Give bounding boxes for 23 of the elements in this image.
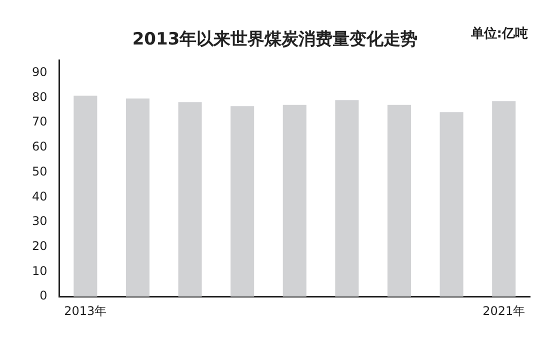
chart-title: 2013年以来世界煤炭消费量变化走势 (132, 30, 418, 50)
bar (282, 104, 306, 297)
bar (492, 101, 516, 297)
bar (126, 98, 150, 297)
y-tick-label: 90 (32, 64, 48, 79)
y-tick-label: 10 (32, 264, 48, 278)
bar (440, 112, 464, 297)
text: 单位:亿吨 (470, 25, 528, 42)
y-tick-label: 20 (32, 239, 48, 253)
y-tick-label: 0 (40, 288, 48, 303)
y-tick-label: 40 (32, 189, 48, 204)
x-tick-label: 2021年 (482, 304, 526, 318)
bar (178, 102, 202, 297)
y-tick-label: 50 (32, 164, 48, 178)
y-tick-label: 30 (32, 214, 48, 228)
bar (230, 106, 254, 297)
y-tick-label: 60 (32, 140, 48, 154)
bar (335, 100, 359, 297)
y-tick-label: 80 (32, 90, 48, 104)
bar (74, 96, 98, 297)
bar (387, 104, 412, 297)
y-tick-label: 70 (32, 114, 48, 129)
x-tick-label: 2013年 (64, 304, 107, 318)
